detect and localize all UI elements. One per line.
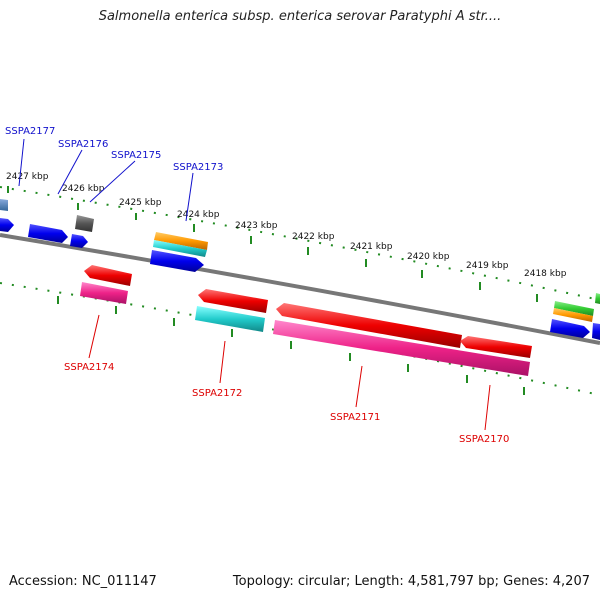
gene-feature[interactable] xyxy=(592,323,600,340)
gene-feature[interactable] xyxy=(554,301,594,316)
genome-summary: Topology: circular; Length: 4,581,797 bp… xyxy=(232,574,590,589)
kbp-label: 2421 kbp xyxy=(350,242,393,252)
gene-feature[interactable] xyxy=(0,218,14,232)
lower-ruler-dots xyxy=(0,282,600,396)
gene-feature[interactable] xyxy=(150,250,204,272)
gene-label-sspa2176[interactable]: SSPA2176 xyxy=(58,139,108,150)
gene-feature[interactable] xyxy=(0,199,8,211)
gene-feature[interactable] xyxy=(553,308,593,322)
gene-feature[interactable] xyxy=(198,289,268,313)
accession-label: Accession: xyxy=(9,574,78,589)
gene-label-sspa2177[interactable]: SSPA2177 xyxy=(5,126,55,137)
kbp-label: 2426 kbp xyxy=(62,184,105,194)
gene-feature[interactable] xyxy=(75,215,94,232)
gene-feature[interactable] xyxy=(153,240,207,257)
kbp-label: 2420 kbp xyxy=(407,252,450,262)
kbp-labels: 2427 kbp 2426 kbp 2425 kbp 2424 kbp 2423… xyxy=(6,172,567,279)
upper-major-ticks xyxy=(7,186,538,302)
backbone-arc xyxy=(0,233,600,345)
lower-major-ticks xyxy=(57,296,525,395)
gene-label-sspa2172[interactable]: SSPA2172 xyxy=(192,388,242,399)
gene-label-sspa2171[interactable]: SSPA2171 xyxy=(330,412,380,423)
gene-label-sspa2175[interactable]: SSPA2175 xyxy=(111,150,161,161)
gene-feature[interactable] xyxy=(276,303,462,348)
kbp-label: 2419 kbp xyxy=(466,261,509,271)
gene-feature[interactable] xyxy=(84,265,132,286)
gene-labels: SSPA2177 SSPA2176 SSPA2175 SSPA2173 SSPA… xyxy=(5,126,509,445)
map-title: Salmonella enterica subsp. enterica sero… xyxy=(98,9,502,24)
accession-value: NC_011147 xyxy=(81,574,157,589)
kbp-label: 2427 kbp xyxy=(6,172,49,182)
gene-feature[interactable] xyxy=(70,234,88,248)
label-leaders xyxy=(18,138,491,431)
gene-feature[interactable] xyxy=(273,320,530,376)
gene-label-sspa2173[interactable]: SSPA2173 xyxy=(173,162,223,173)
gene-feature[interactable] xyxy=(195,306,265,332)
gene-label-sspa2174[interactable]: SSPA2174 xyxy=(64,362,114,373)
gene-feature[interactable] xyxy=(595,293,600,304)
kbp-label: 2424 kbp xyxy=(177,210,220,220)
gene-feature[interactable] xyxy=(154,232,208,250)
gene-label-sspa2170[interactable]: SSPA2170 xyxy=(459,434,509,445)
reverse-features[interactable] xyxy=(80,265,532,376)
kbp-label: 2422 kbp xyxy=(292,232,335,242)
kbp-label: 2425 kbp xyxy=(119,198,162,208)
gene-feature[interactable] xyxy=(80,282,128,304)
forward-features[interactable] xyxy=(0,199,600,340)
accession-info: Accession: NC_011147 xyxy=(9,574,157,589)
kbp-label: 2418 kbp xyxy=(524,269,567,279)
kbp-label: 2423 kbp xyxy=(235,221,278,231)
upper-ruler-dots xyxy=(0,186,600,301)
gene-feature[interactable] xyxy=(550,319,590,338)
gene-feature[interactable] xyxy=(460,336,532,358)
gene-feature[interactable] xyxy=(28,224,68,243)
